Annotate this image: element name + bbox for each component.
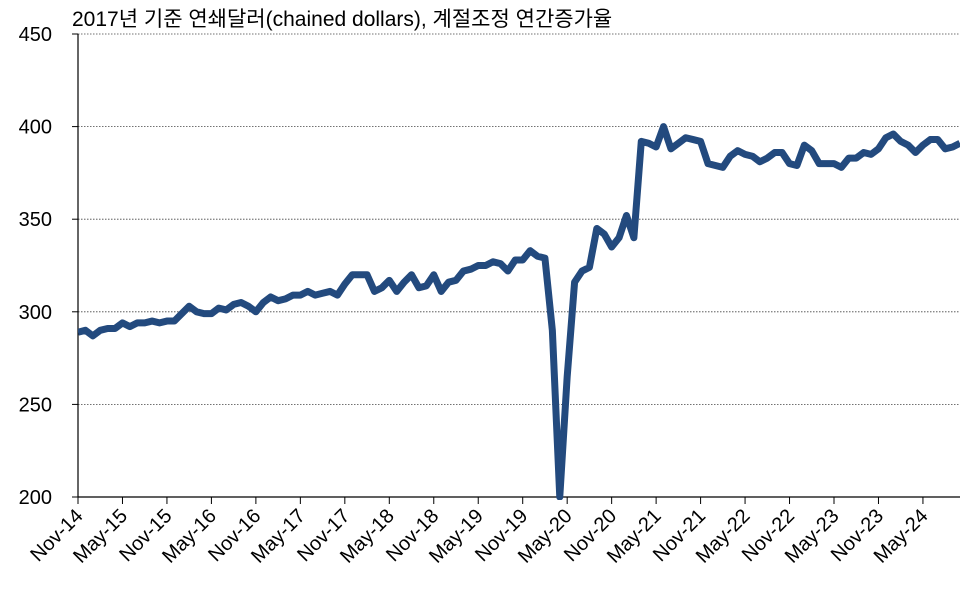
y-tick-label: 200 — [19, 487, 52, 509]
data-line — [78, 123, 960, 500]
y-tick-label: 450 — [19, 24, 52, 46]
y-tick-label: 400 — [19, 117, 52, 139]
y-tick-label: 300 — [19, 302, 52, 324]
y-tick-label: 250 — [19, 394, 52, 416]
chart-title: 2017년 기준 연쇄달러(chained dollars), 계절조정 연간증… — [72, 8, 612, 31]
y-tick-label: 350 — [19, 209, 52, 231]
